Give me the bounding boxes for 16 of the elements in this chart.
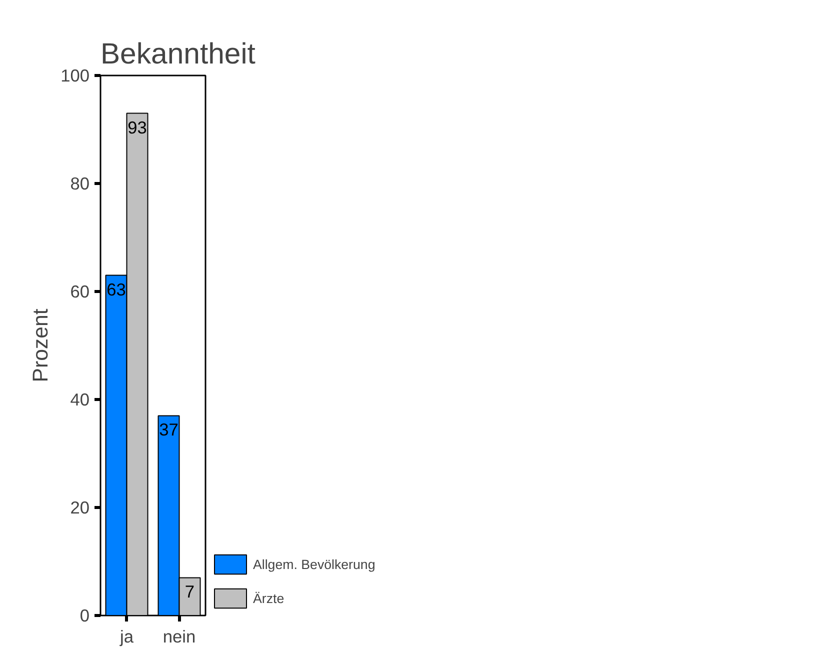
legend-label: Ärzte: [253, 590, 284, 606]
y-tick-label: 60: [70, 282, 90, 302]
data-label: 7: [184, 582, 195, 602]
data-label: 37: [159, 420, 178, 440]
x-tick-label: ja: [119, 626, 134, 646]
data-label: 93: [128, 117, 147, 138]
x-tick-label: nein: [162, 626, 196, 646]
data-label: 63: [106, 279, 126, 300]
y-tick-label: 100: [60, 66, 90, 86]
y-tick-label: 0: [80, 606, 90, 626]
y-tick-label: 40: [70, 390, 90, 410]
y-tick-label: 80: [70, 174, 90, 194]
y-tick-label: 20: [70, 498, 90, 518]
chart-title: Bekanntheit: [100, 38, 256, 70]
y-axis-title: Prozent: [28, 308, 53, 382]
legend-label: Allgem. Bevölkerung: [253, 556, 376, 572]
